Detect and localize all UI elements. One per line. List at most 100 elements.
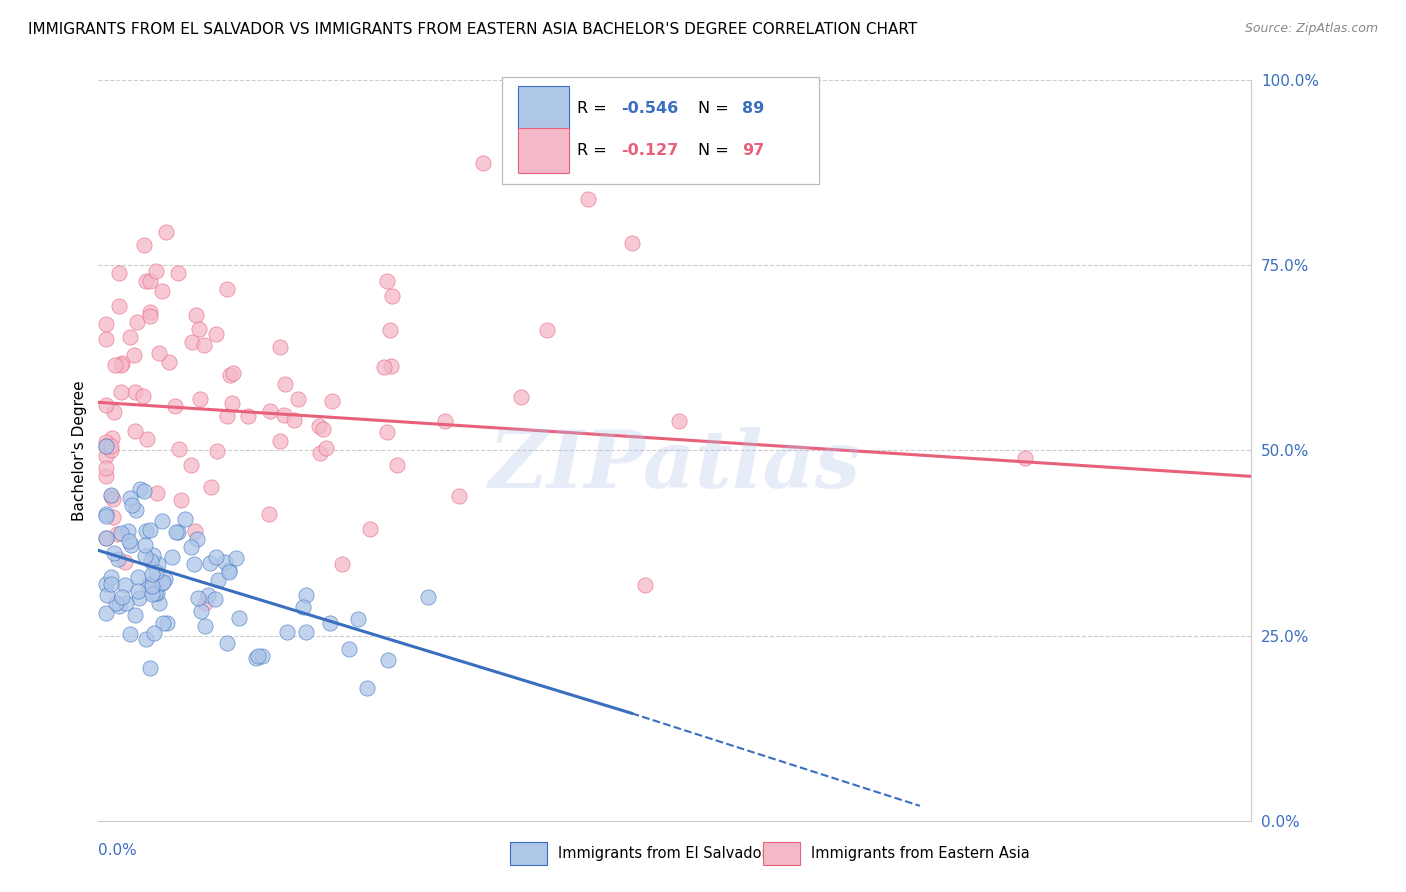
- Text: -0.127: -0.127: [620, 143, 678, 158]
- Point: [124, 348, 146, 362]
- Point: [373, 359, 395, 374]
- Point: [100, 439, 122, 453]
- Point: [100, 488, 122, 502]
- Point: [148, 596, 170, 610]
- Point: [193, 337, 215, 351]
- Point: [245, 651, 267, 665]
- Point: [94, 576, 117, 591]
- Point: [269, 340, 291, 354]
- Point: [134, 238, 156, 252]
- Point: [292, 600, 315, 615]
- Text: 97: 97: [742, 143, 763, 158]
- Point: [100, 443, 122, 458]
- Point: [103, 405, 125, 419]
- Point: [250, 648, 273, 663]
- Point: [434, 414, 457, 428]
- Point: [225, 550, 247, 565]
- Point: [128, 591, 150, 606]
- FancyBboxPatch shape: [502, 77, 820, 184]
- Point: [135, 524, 157, 538]
- Point: [166, 266, 188, 280]
- Point: [183, 557, 205, 571]
- Point: [143, 586, 166, 600]
- Point: [145, 264, 167, 278]
- Point: [111, 357, 134, 371]
- Point: [170, 492, 193, 507]
- Point: [194, 596, 217, 610]
- Point: [283, 413, 305, 427]
- Point: [294, 625, 316, 640]
- Point: [183, 524, 205, 538]
- Point: [120, 538, 142, 552]
- Point: [115, 596, 138, 610]
- Point: [228, 611, 250, 625]
- Text: Immigrants from El Salvador: Immigrants from El Salvador: [558, 847, 768, 861]
- Point: [287, 392, 309, 407]
- Point: [94, 449, 117, 463]
- Point: [578, 192, 600, 206]
- Point: [127, 314, 149, 328]
- Point: [101, 491, 124, 506]
- Point: [259, 403, 281, 417]
- Point: [101, 509, 124, 524]
- Point: [309, 446, 332, 460]
- Text: Immigrants from Eastern Asia: Immigrants from Eastern Asia: [811, 847, 1031, 861]
- Point: [141, 579, 163, 593]
- Text: 0.0%: 0.0%: [98, 843, 138, 858]
- Point: [315, 441, 337, 455]
- Point: [135, 432, 157, 446]
- Point: [136, 578, 159, 592]
- Point: [187, 591, 209, 605]
- Point: [152, 616, 174, 631]
- Point: [221, 396, 243, 410]
- Point: [94, 435, 117, 450]
- Point: [380, 289, 402, 303]
- Point: [534, 132, 557, 146]
- Point: [163, 399, 186, 413]
- Point: [139, 523, 162, 537]
- Point: [155, 226, 177, 240]
- Point: [472, 155, 495, 169]
- Point: [155, 573, 177, 587]
- Text: ZIPatlas: ZIPatlas: [489, 426, 860, 504]
- Text: 89: 89: [742, 101, 763, 116]
- Point: [105, 526, 128, 541]
- Point: [118, 533, 141, 548]
- Point: [127, 584, 149, 599]
- Point: [104, 596, 127, 610]
- Point: [139, 274, 162, 288]
- Point: [198, 556, 221, 570]
- Point: [321, 394, 343, 409]
- Point: [330, 558, 353, 572]
- Point: [103, 547, 125, 561]
- Point: [222, 366, 245, 380]
- Point: [139, 554, 162, 568]
- Point: [141, 567, 163, 582]
- Text: R =: R =: [576, 101, 612, 116]
- Point: [134, 549, 156, 564]
- Point: [337, 642, 360, 657]
- Point: [139, 304, 162, 318]
- Point: [205, 444, 228, 458]
- Point: [187, 322, 209, 336]
- Point: [110, 525, 132, 540]
- FancyBboxPatch shape: [517, 128, 569, 173]
- Point: [217, 409, 239, 424]
- Text: IMMIGRANTS FROM EL SALVADOR VS IMMIGRANTS FROM EASTERN ASIA BACHELOR'S DEGREE CO: IMMIGRANTS FROM EL SALVADOR VS IMMIGRANT…: [28, 22, 917, 37]
- Point: [377, 652, 399, 666]
- Point: [124, 384, 146, 399]
- Point: [180, 541, 202, 555]
- Point: [104, 359, 127, 373]
- Point: [509, 390, 531, 404]
- Point: [125, 503, 148, 517]
- Point: [359, 522, 381, 536]
- Point: [167, 442, 190, 456]
- Point: [94, 507, 117, 521]
- Point: [114, 555, 136, 569]
- Point: [204, 549, 226, 564]
- Point: [204, 591, 226, 606]
- Point: [165, 524, 187, 539]
- Point: [108, 299, 131, 313]
- Point: [142, 549, 165, 563]
- Point: [180, 334, 202, 349]
